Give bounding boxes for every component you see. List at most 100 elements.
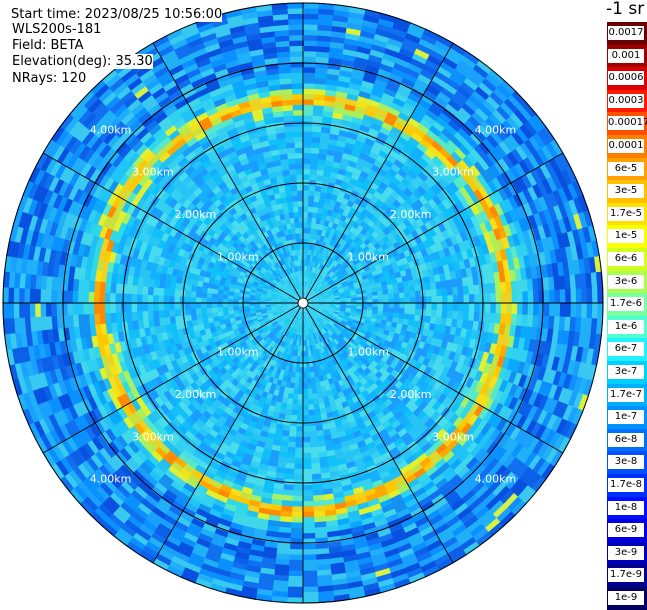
- ppi-gate: [299, 367, 303, 373]
- ppi-gate: [296, 421, 303, 427]
- ppi-gate: [421, 303, 427, 310]
- ppi-gate: [560, 289, 566, 304]
- ppi-gate: [303, 190, 309, 196]
- ppi-gate: [195, 308, 201, 314]
- ppi-gate: [506, 292, 512, 304]
- ppi-gate: [302, 554, 317, 560]
- ppi-gate: [302, 560, 317, 566]
- ppi-gate: [399, 298, 405, 304]
- ppi-gate: [474, 303, 480, 313]
- ppi-gate: [399, 303, 405, 309]
- ppi-gate: [292, 485, 303, 491]
- ppi-gate: [295, 447, 304, 453]
- ppi-gate: [587, 288, 593, 304]
- ppi-gate: [289, 549, 303, 555]
- ppi-gate: [437, 296, 443, 304]
- ppi-gate: [394, 293, 400, 299]
- ppi-gate: [303, 110, 314, 116]
- ppi-gate: [501, 303, 507, 315]
- ppi-gate: [294, 464, 303, 470]
- ppi-gate: [512, 303, 518, 315]
- ppi-gate: [356, 297, 362, 301]
- ppi-gate: [302, 464, 311, 470]
- ppi-gate: [565, 289, 571, 304]
- ppi-gate: [206, 307, 212, 313]
- ppi-gate: [302, 501, 314, 507]
- ppi-gate: [289, 554, 304, 560]
- ppi-gate: [549, 290, 555, 304]
- ppi-gate: [533, 291, 539, 304]
- ppi-gate: [302, 592, 319, 598]
- ppi-gate: [307, 394, 313, 400]
- ppi-gate: [560, 303, 566, 318]
- ppi-gate: [303, 405, 309, 411]
- ppi-gate: [290, 528, 303, 534]
- ppi-gate: [303, 227, 307, 233]
- ppi-gate: [404, 292, 410, 298]
- ppi-gate: [303, 83, 315, 89]
- ppi-gate: [308, 404, 314, 410]
- ppi-gate: [306, 372, 311, 378]
- ppi-gate: [581, 288, 587, 304]
- ppi-gate: [298, 378, 303, 384]
- ppi-gate: [307, 383, 312, 389]
- ppi-gate: [571, 289, 577, 304]
- ppi-gate: [290, 533, 303, 539]
- ppi-gate: [485, 303, 491, 314]
- ppi-gate: [405, 303, 411, 309]
- ppi-gate: [303, 8, 320, 14]
- ppi-gate: [496, 303, 502, 314]
- ppi-gate: [228, 306, 234, 311]
- ppi-gate: [410, 303, 416, 309]
- ppi-gate: [431, 296, 437, 304]
- ppi-gate: [367, 296, 373, 300]
- ppi-gate: [286, 592, 303, 598]
- ppi-gate: [302, 571, 317, 577]
- ppi-gate: [303, 195, 309, 201]
- ppi-gate: [570, 303, 576, 318]
- ppi-gate: [292, 490, 303, 496]
- ppi-gate: [388, 293, 394, 299]
- ppi-gate: [303, 147, 312, 153]
- ppi-gate: [528, 291, 534, 304]
- ppi-gate: [581, 303, 587, 319]
- ppi-gate: [469, 303, 475, 313]
- ppi-gate: [302, 538, 316, 544]
- ppi-gate: [302, 549, 316, 555]
- ppi-gate: [303, 94, 315, 100]
- ppi-gate: [294, 458, 303, 464]
- ppi-gate: [290, 522, 303, 528]
- ppi-gate: [296, 415, 303, 421]
- ppi-gate: [303, 51, 317, 57]
- ppi-gate: [394, 303, 400, 309]
- ppi-gate: [302, 458, 311, 464]
- ppi-gate: [302, 469, 312, 475]
- ppi-gate: [211, 307, 217, 313]
- ppi-gate: [549, 303, 555, 317]
- ppi-gate: [303, 185, 310, 191]
- ppi-gate: [302, 442, 310, 448]
- ppi-gate: [458, 303, 464, 312]
- ppi-gate: [538, 303, 544, 317]
- ppi-gate: [388, 308, 394, 313]
- ppi-gate: [296, 426, 303, 432]
- ppi-gate: [410, 297, 416, 303]
- ppi-gate: [303, 19, 319, 25]
- ppi-gate: [517, 303, 523, 315]
- ppi-gate: [592, 288, 598, 305]
- ppi-gate: [303, 29, 318, 35]
- ppi-gate: [297, 405, 303, 411]
- ppi-gate: [303, 415, 310, 421]
- ppi-gate: [389, 303, 395, 308]
- ppi-gate: [306, 356, 310, 362]
- ppi-gate: [295, 442, 303, 448]
- ppi-gate: [464, 294, 470, 303]
- ppi-gate: [303, 77, 316, 83]
- ppi-gate: [303, 233, 307, 239]
- ppi-gate: [302, 544, 316, 550]
- ppi-gate: [302, 453, 311, 459]
- ppi-gate: [302, 565, 317, 571]
- ppi-gate: [302, 506, 314, 512]
- ppi-gate: [447, 295, 453, 304]
- ppi-gate: [297, 410, 303, 416]
